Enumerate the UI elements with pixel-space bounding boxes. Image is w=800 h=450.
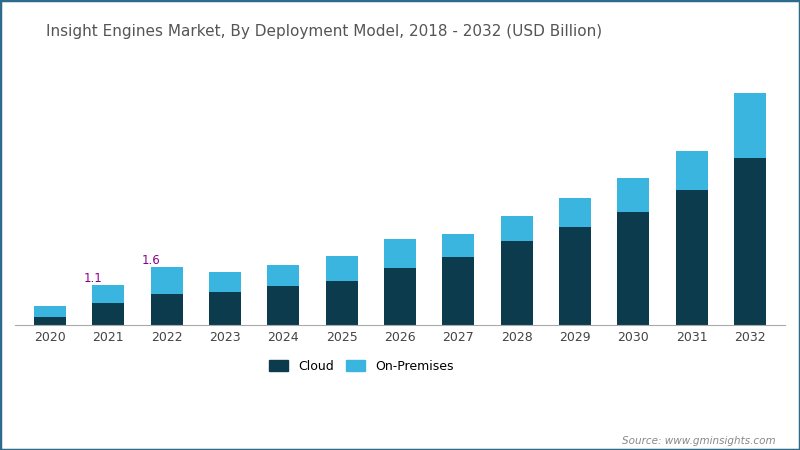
Bar <box>734 158 766 324</box>
Bar <box>92 285 124 303</box>
Bar <box>326 281 358 324</box>
Bar <box>559 198 591 227</box>
Bar <box>676 190 708 324</box>
Bar <box>734 93 766 158</box>
Text: 1.6: 1.6 <box>142 254 161 266</box>
Bar <box>150 266 182 294</box>
Bar <box>501 241 533 324</box>
Bar <box>442 234 474 257</box>
Text: 1.1: 1.1 <box>84 272 102 285</box>
Bar <box>209 292 241 324</box>
Bar <box>267 287 299 324</box>
Bar <box>209 272 241 292</box>
Bar <box>326 256 358 281</box>
Bar <box>92 303 124 324</box>
Bar <box>676 151 708 190</box>
Bar <box>559 227 591 324</box>
Bar <box>150 294 182 324</box>
Text: Source: www.gminsights.com: Source: www.gminsights.com <box>622 436 776 446</box>
Bar <box>442 257 474 324</box>
Bar <box>34 316 66 324</box>
Bar <box>384 239 416 268</box>
Text: Insight Engines Market, By Deployment Model, 2018 - 2032 (USD Billion): Insight Engines Market, By Deployment Mo… <box>46 24 602 39</box>
Legend: Cloud, On-Premises: Cloud, On-Premises <box>264 355 458 378</box>
Bar <box>267 265 299 287</box>
Bar <box>384 268 416 324</box>
Bar <box>618 178 650 212</box>
Bar <box>501 216 533 241</box>
Bar <box>618 212 650 324</box>
Bar <box>34 306 66 316</box>
